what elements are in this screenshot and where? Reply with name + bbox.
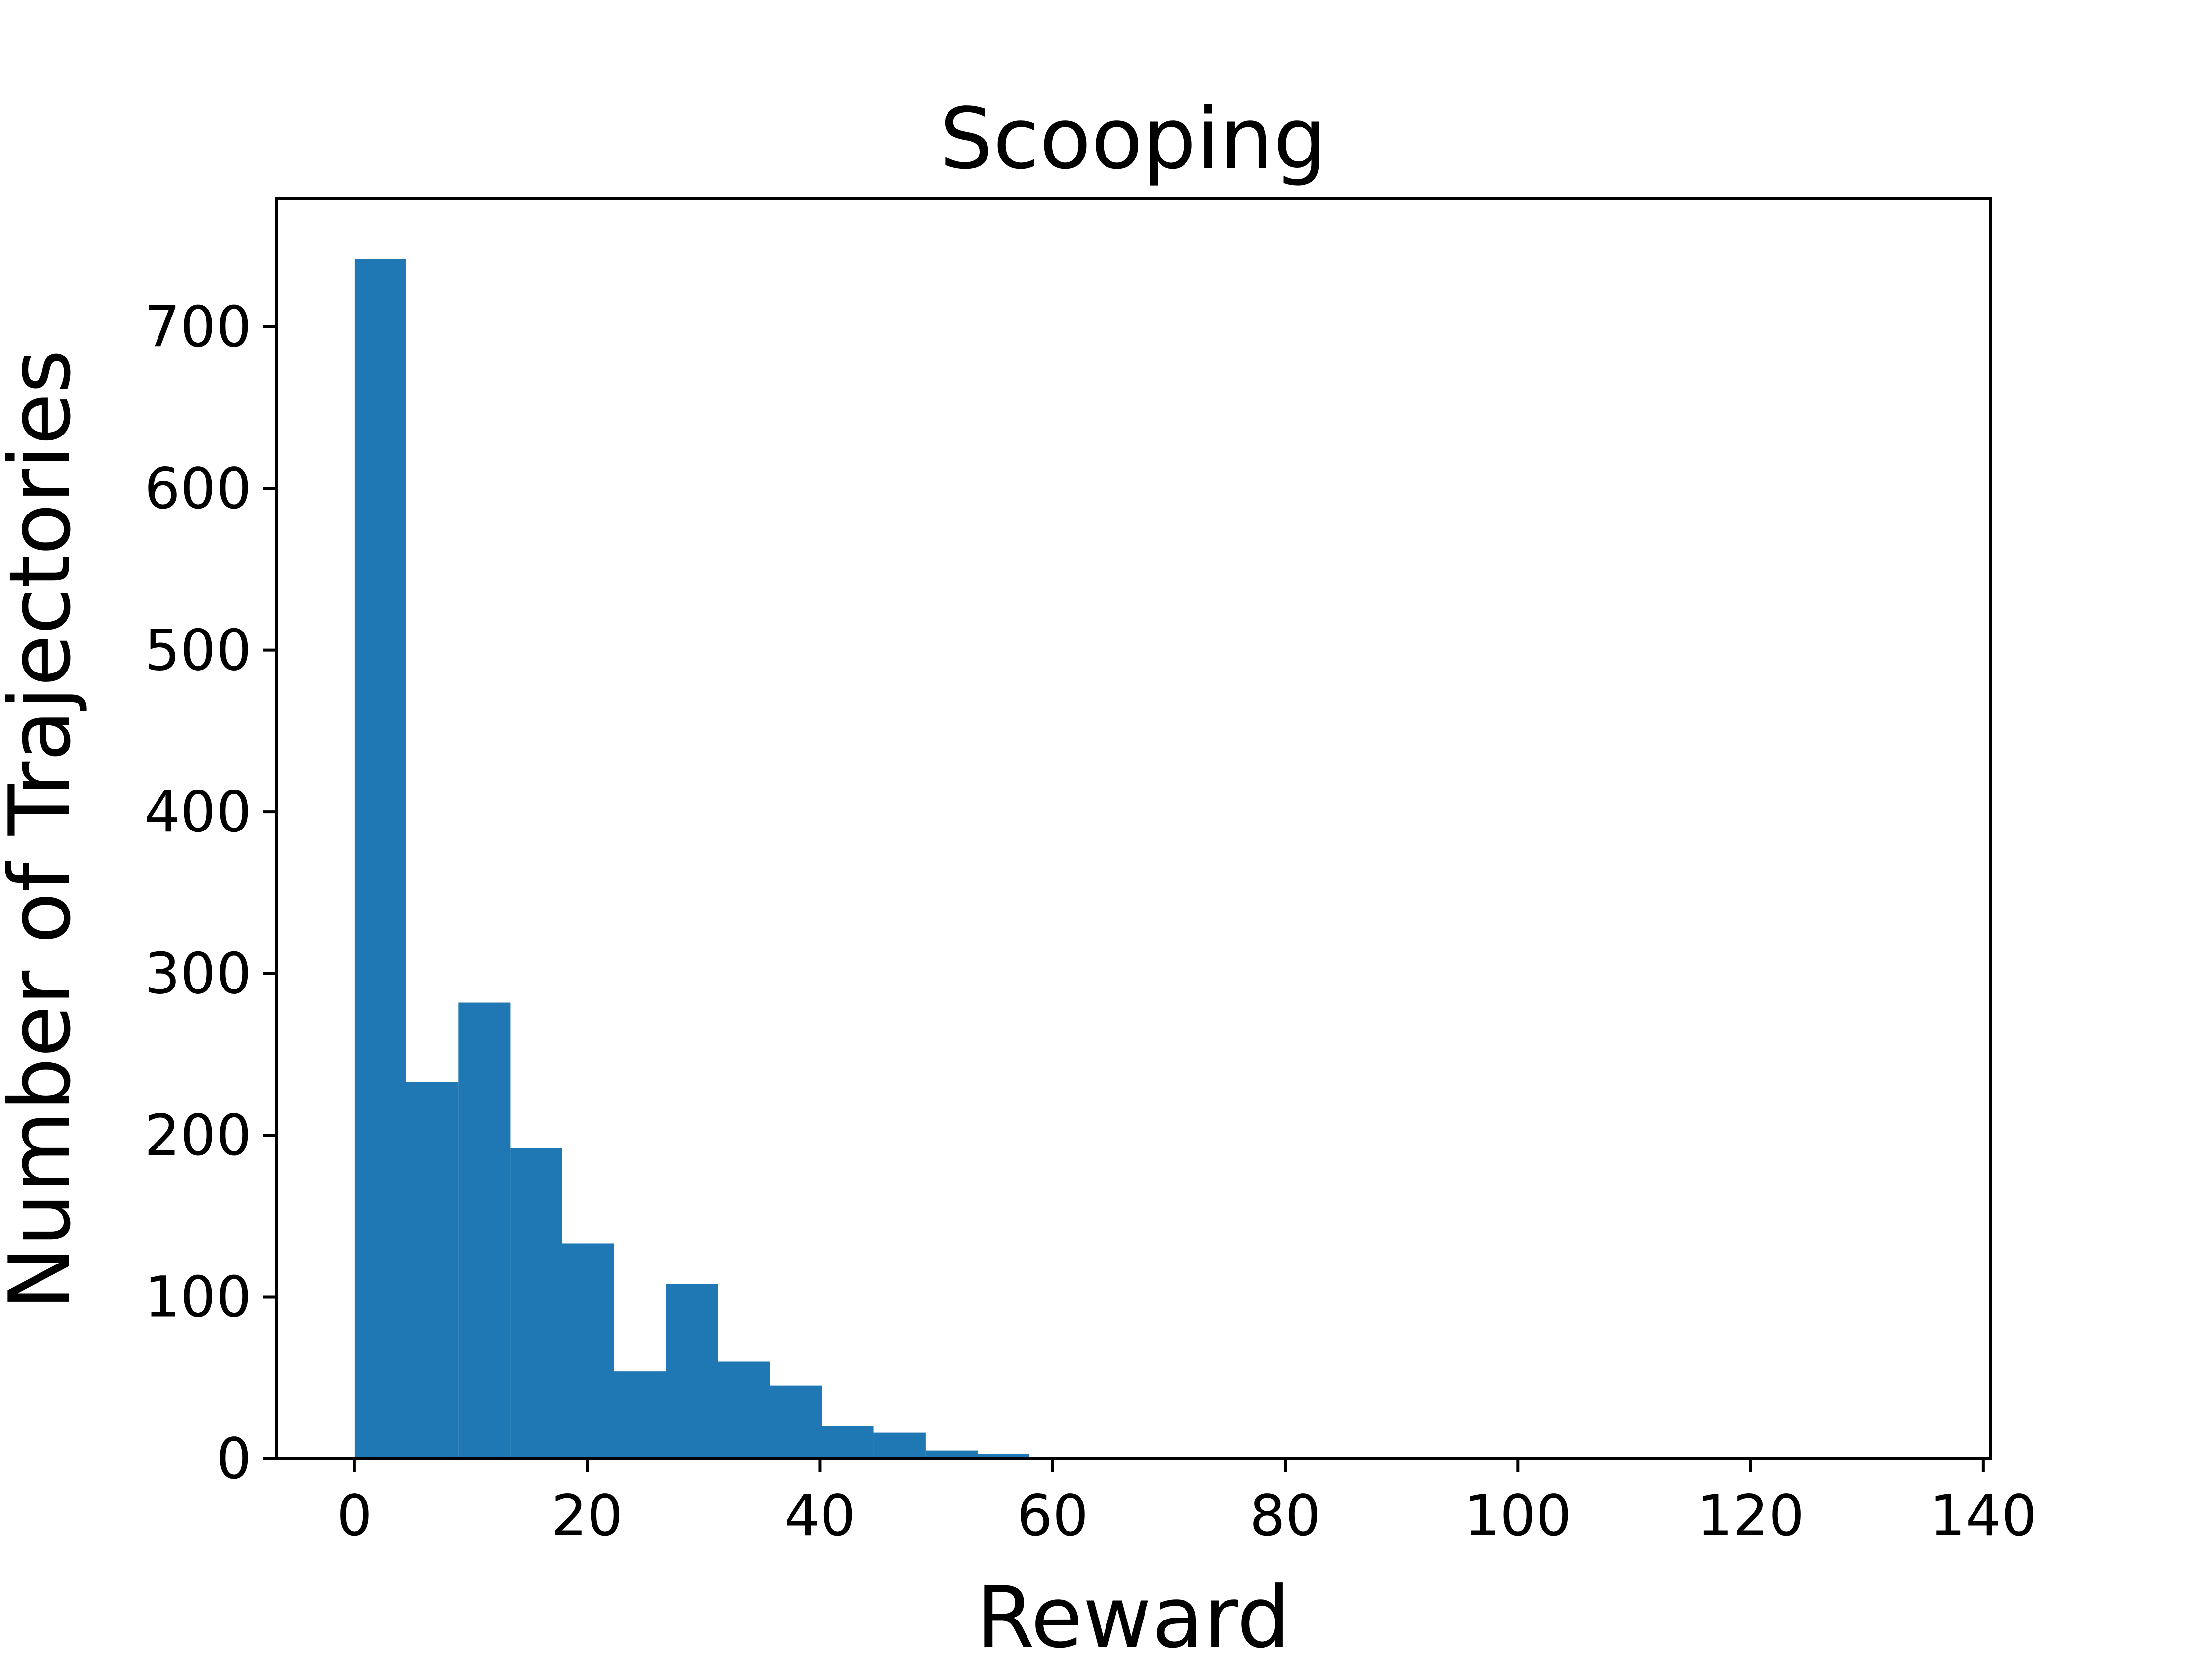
- bar: [406, 1081, 459, 1459]
- bar: [770, 1385, 822, 1459]
- x-tick-label: 60: [1017, 1483, 1088, 1548]
- bar: [614, 1371, 666, 1459]
- x-tick-label: 120: [1697, 1483, 1805, 1548]
- y-tick-label: 0: [216, 1426, 252, 1492]
- y-tick-label: 300: [144, 941, 252, 1007]
- bar: [822, 1426, 874, 1459]
- x-tick-label: 140: [1930, 1483, 2037, 1548]
- bar: [666, 1284, 718, 1459]
- chart-title: Scooping: [940, 90, 1327, 188]
- y-tick-label: 400: [144, 779, 252, 845]
- plot-frame: [275, 198, 1992, 1460]
- x-tick-label: 100: [1464, 1483, 1572, 1548]
- bar: [873, 1432, 926, 1459]
- y-axis-label: Number of Trajectories: [0, 349, 89, 1309]
- bar: [718, 1361, 770, 1459]
- y-tick-label: 700: [144, 294, 252, 360]
- x-tick-label: 0: [337, 1483, 373, 1548]
- bar: [925, 1450, 978, 1459]
- bar: [354, 259, 406, 1459]
- x-axis-label: Reward: [976, 1569, 1291, 1659]
- x-tick-label: 40: [784, 1483, 856, 1548]
- bar: [458, 1002, 511, 1459]
- y-tick-label: 200: [144, 1103, 252, 1168]
- y-tick-label: 500: [144, 618, 252, 683]
- bar: [510, 1148, 562, 1459]
- bar: [562, 1243, 614, 1459]
- bar: [977, 1454, 1030, 1459]
- x-tick-label: 80: [1249, 1483, 1321, 1548]
- y-tick-label: 100: [144, 1264, 252, 1330]
- y-tick-label: 600: [144, 456, 252, 521]
- x-tick-label: 20: [552, 1483, 623, 1548]
